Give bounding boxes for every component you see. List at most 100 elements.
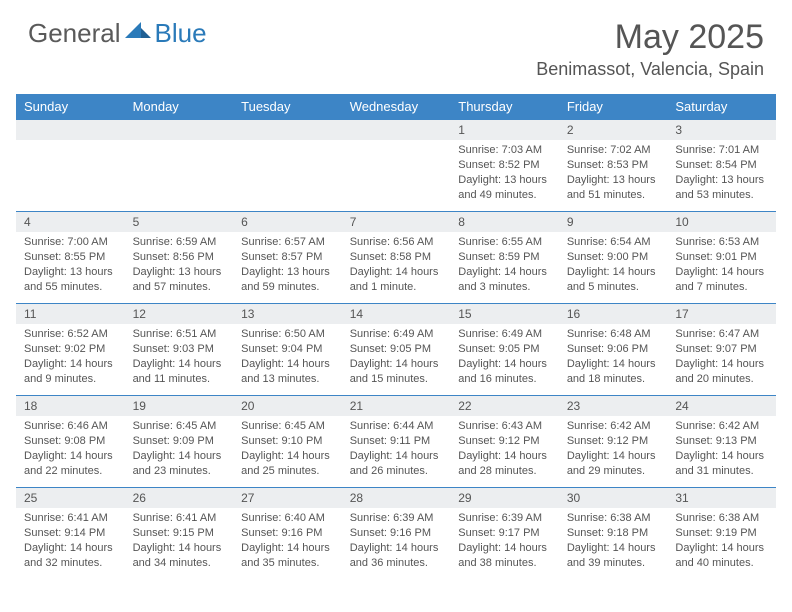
day-content: Sunrise: 7:01 AMSunset: 8:54 PMDaylight:…: [667, 140, 776, 205]
calendar-day-cell: 9Sunrise: 6:54 AMSunset: 9:00 PMDaylight…: [559, 211, 668, 303]
day-number: 8: [450, 211, 559, 232]
day-number: 23: [559, 395, 668, 416]
calendar-day-cell: 14Sunrise: 6:49 AMSunset: 9:05 PMDayligh…: [342, 303, 451, 395]
calendar-day-cell: 1Sunrise: 7:03 AMSunset: 8:52 PMDaylight…: [450, 119, 559, 211]
daylight-line: Daylight: 14 hours and 25 minutes.: [241, 449, 334, 479]
day-content: Sunrise: 6:49 AMSunset: 9:05 PMDaylight:…: [342, 324, 451, 389]
calendar-week-row: 1Sunrise: 7:03 AMSunset: 8:52 PMDaylight…: [16, 119, 776, 211]
day-number: [16, 119, 125, 140]
daylight-line: Daylight: 13 hours and 49 minutes.: [458, 173, 551, 203]
sunset-line: Sunset: 9:07 PM: [675, 342, 768, 357]
sunrise-line: Sunrise: 6:42 AM: [567, 419, 660, 434]
day-number: 12: [125, 303, 234, 324]
sunrise-line: Sunrise: 6:53 AM: [675, 235, 768, 250]
day-content: Sunrise: 6:59 AMSunset: 8:56 PMDaylight:…: [125, 232, 234, 297]
day-content: Sunrise: 6:46 AMSunset: 9:08 PMDaylight:…: [16, 416, 125, 481]
day-content: Sunrise: 6:39 AMSunset: 9:16 PMDaylight:…: [342, 508, 451, 573]
calendar-day-cell: 27Sunrise: 6:40 AMSunset: 9:16 PMDayligh…: [233, 487, 342, 579]
sunset-line: Sunset: 9:14 PM: [24, 526, 117, 541]
calendar-day-cell: 7Sunrise: 6:56 AMSunset: 8:58 PMDaylight…: [342, 211, 451, 303]
day-content: Sunrise: 7:02 AMSunset: 8:53 PMDaylight:…: [559, 140, 668, 205]
sunrise-line: Sunrise: 6:57 AM: [241, 235, 334, 250]
sunrise-line: Sunrise: 6:45 AM: [241, 419, 334, 434]
day-content: Sunrise: 6:52 AMSunset: 9:02 PMDaylight:…: [16, 324, 125, 389]
weekday-header: Friday: [559, 94, 668, 119]
sunset-line: Sunset: 9:02 PM: [24, 342, 117, 357]
day-number: 29: [450, 487, 559, 508]
sunrise-line: Sunrise: 6:45 AM: [133, 419, 226, 434]
day-number: 5: [125, 211, 234, 232]
calendar-day-cell: 8Sunrise: 6:55 AMSunset: 8:59 PMDaylight…: [450, 211, 559, 303]
weekday-header: Sunday: [16, 94, 125, 119]
sunset-line: Sunset: 8:56 PM: [133, 250, 226, 265]
daylight-line: Daylight: 13 hours and 51 minutes.: [567, 173, 660, 203]
sunrise-line: Sunrise: 6:40 AM: [241, 511, 334, 526]
daylight-line: Daylight: 14 hours and 26 minutes.: [350, 449, 443, 479]
day-content: [233, 140, 342, 146]
sunset-line: Sunset: 9:18 PM: [567, 526, 660, 541]
calendar-day-cell: 25Sunrise: 6:41 AMSunset: 9:14 PMDayligh…: [16, 487, 125, 579]
daylight-line: Daylight: 14 hours and 40 minutes.: [675, 541, 768, 571]
sunset-line: Sunset: 9:05 PM: [458, 342, 551, 357]
month-title: May 2025: [536, 18, 764, 57]
calendar-week-row: 25Sunrise: 6:41 AMSunset: 9:14 PMDayligh…: [16, 487, 776, 579]
day-content: Sunrise: 6:40 AMSunset: 9:16 PMDaylight:…: [233, 508, 342, 573]
day-number: 4: [16, 211, 125, 232]
day-number: 3: [667, 119, 776, 140]
weekday-header: Wednesday: [342, 94, 451, 119]
day-number: 11: [16, 303, 125, 324]
day-content: Sunrise: 6:41 AMSunset: 9:14 PMDaylight:…: [16, 508, 125, 573]
calendar-day-cell: 17Sunrise: 6:47 AMSunset: 9:07 PMDayligh…: [667, 303, 776, 395]
daylight-line: Daylight: 14 hours and 15 minutes.: [350, 357, 443, 387]
sunrise-line: Sunrise: 6:49 AM: [350, 327, 443, 342]
sunrise-line: Sunrise: 6:38 AM: [567, 511, 660, 526]
daylight-line: Daylight: 14 hours and 36 minutes.: [350, 541, 443, 571]
daylight-line: Daylight: 14 hours and 20 minutes.: [675, 357, 768, 387]
day-number: 30: [559, 487, 668, 508]
weekday-header: Saturday: [667, 94, 776, 119]
brand-triangle-icon: [125, 20, 153, 40]
day-content: Sunrise: 6:54 AMSunset: 9:00 PMDaylight:…: [559, 232, 668, 297]
sunset-line: Sunset: 8:53 PM: [567, 158, 660, 173]
calendar-day-cell: 5Sunrise: 6:59 AMSunset: 8:56 PMDaylight…: [125, 211, 234, 303]
sunset-line: Sunset: 9:09 PM: [133, 434, 226, 449]
calendar-day-cell: [342, 119, 451, 211]
daylight-line: Daylight: 14 hours and 11 minutes.: [133, 357, 226, 387]
sunrise-line: Sunrise: 6:43 AM: [458, 419, 551, 434]
sunrise-line: Sunrise: 6:41 AM: [133, 511, 226, 526]
sunrise-line: Sunrise: 6:42 AM: [675, 419, 768, 434]
sunrise-line: Sunrise: 6:48 AM: [567, 327, 660, 342]
day-number: 25: [16, 487, 125, 508]
daylight-line: Daylight: 14 hours and 5 minutes.: [567, 265, 660, 295]
sunrise-line: Sunrise: 6:41 AM: [24, 511, 117, 526]
sunrise-line: Sunrise: 6:44 AM: [350, 419, 443, 434]
sunrise-line: Sunrise: 7:01 AM: [675, 143, 768, 158]
sunset-line: Sunset: 9:16 PM: [350, 526, 443, 541]
daylight-line: Daylight: 14 hours and 38 minutes.: [458, 541, 551, 571]
day-number: 7: [342, 211, 451, 232]
day-number: 26: [125, 487, 234, 508]
calendar-day-cell: 26Sunrise: 6:41 AMSunset: 9:15 PMDayligh…: [125, 487, 234, 579]
sunset-line: Sunset: 9:13 PM: [675, 434, 768, 449]
sunset-line: Sunset: 9:08 PM: [24, 434, 117, 449]
day-number: 21: [342, 395, 451, 416]
calendar-day-cell: [16, 119, 125, 211]
sunset-line: Sunset: 9:16 PM: [241, 526, 334, 541]
daylight-line: Daylight: 13 hours and 59 minutes.: [241, 265, 334, 295]
sunset-line: Sunset: 8:54 PM: [675, 158, 768, 173]
day-content: Sunrise: 6:45 AMSunset: 9:10 PMDaylight:…: [233, 416, 342, 481]
daylight-line: Daylight: 14 hours and 28 minutes.: [458, 449, 551, 479]
sunset-line: Sunset: 9:19 PM: [675, 526, 768, 541]
daylight-line: Daylight: 14 hours and 9 minutes.: [24, 357, 117, 387]
sunset-line: Sunset: 9:06 PM: [567, 342, 660, 357]
day-content: [125, 140, 234, 146]
calendar-day-cell: 4Sunrise: 7:00 AMSunset: 8:55 PMDaylight…: [16, 211, 125, 303]
daylight-line: Daylight: 14 hours and 23 minutes.: [133, 449, 226, 479]
day-number: 18: [16, 395, 125, 416]
day-number: 1: [450, 119, 559, 140]
day-content: Sunrise: 6:38 AMSunset: 9:18 PMDaylight:…: [559, 508, 668, 573]
brand-part2: Blue: [155, 18, 207, 49]
calendar-day-cell: [233, 119, 342, 211]
day-number: [342, 119, 451, 140]
weekday-header-row: SundayMondayTuesdayWednesdayThursdayFrid…: [16, 94, 776, 119]
